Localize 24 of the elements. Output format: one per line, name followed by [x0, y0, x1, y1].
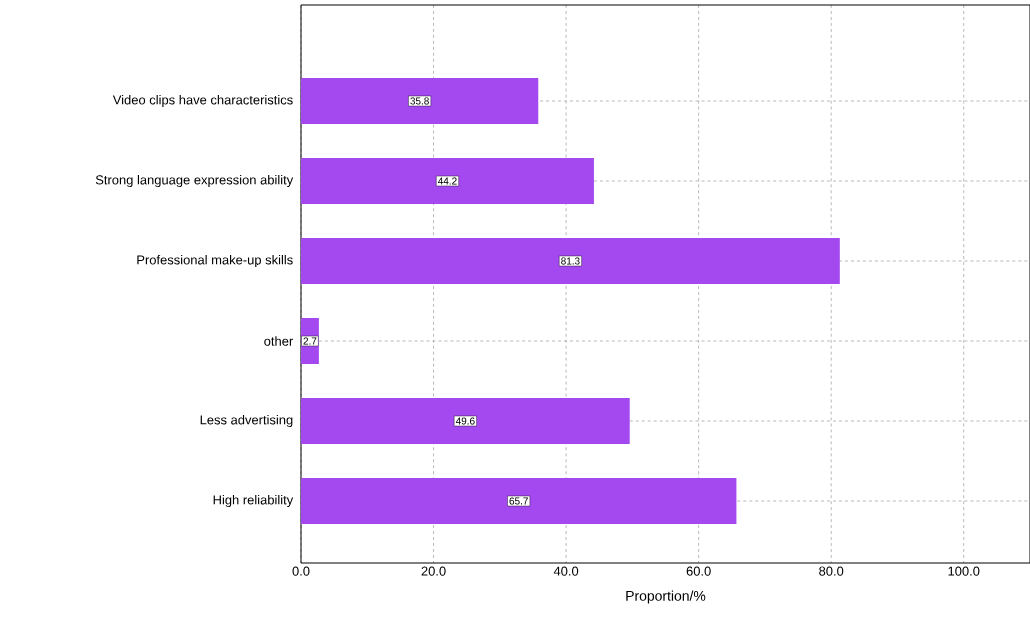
- y-tick-label: Less advertising: [200, 414, 293, 428]
- y-tick-label: High reliability: [213, 494, 294, 508]
- data-label: 49.6: [455, 417, 475, 425]
- y-tick-label: Professional make-up skills: [137, 254, 293, 268]
- bar: [301, 78, 539, 124]
- data-label: 35.8: [410, 97, 429, 105]
- data-label: 2.7: [303, 337, 317, 345]
- x-tick-label: 20.0: [421, 566, 446, 576]
- y-tick-label: other: [264, 336, 294, 346]
- y-tick-label: Strong language expression ability: [95, 174, 294, 188]
- bar: [301, 478, 737, 525]
- x-tick-label: 80.0: [819, 566, 844, 576]
- x-tick-label: 60.0: [686, 566, 711, 576]
- data-label: 44.2: [438, 177, 457, 185]
- x-axis-title: Proportion/%: [626, 590, 706, 604]
- bar: [301, 398, 630, 445]
- data-label: 65.7: [509, 497, 528, 505]
- y-tick-label: Video clips have characteristics: [112, 94, 293, 108]
- bar: [301, 158, 594, 204]
- x-tick-label: 0.0: [292, 566, 310, 576]
- bar: [301, 238, 840, 284]
- x-tick-label: 100.0: [948, 566, 980, 576]
- x-tick-label: 40.0: [553, 566, 579, 576]
- data-label: 81.3: [561, 257, 580, 265]
